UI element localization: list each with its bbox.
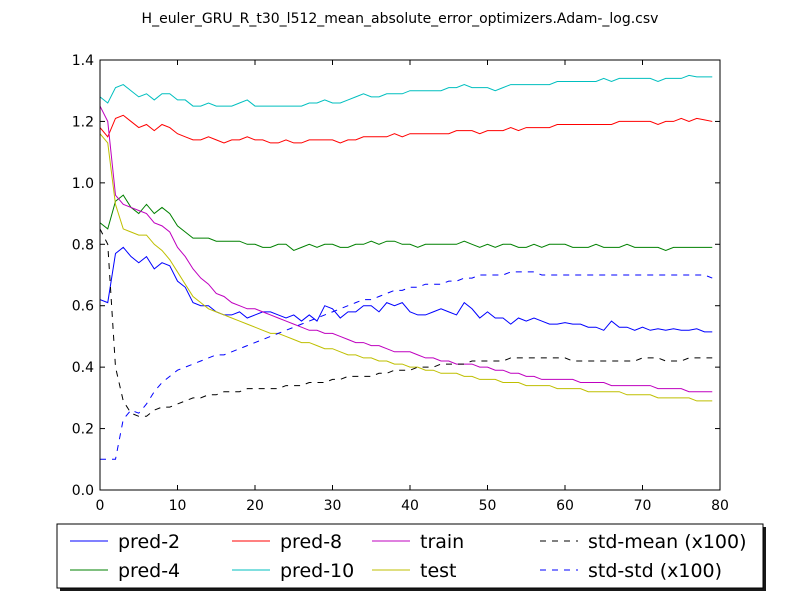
- x-tick-label: 60: [556, 498, 574, 514]
- legend-label: pred-10: [280, 560, 354, 582]
- series-line-pred-8: [100, 114, 713, 144]
- legend-label: std-std (x100): [588, 560, 722, 582]
- y-tick-label: 1.0: [72, 176, 94, 192]
- series-line-train: [100, 105, 713, 393]
- x-tick-label: 30: [324, 498, 342, 514]
- y-tick-label: 0.2: [72, 422, 94, 438]
- x-tick-label: 80: [711, 498, 729, 514]
- series-layer: [100, 74, 713, 460]
- y-tick-label: 1.4: [72, 53, 94, 69]
- plot-area: 0 10 20 30 40 50 60 70 80 0.0 0.2 0.4 0.6 0.8 1.0 1.2 1.…: [72, 53, 729, 514]
- series-line-pred-10: [100, 74, 713, 107]
- tick-layer: 0 10 20 30 40 50 60 70 80 0.0 0.2 0.4 0.6 0.8 1.0 1.2 1.…: [72, 53, 729, 514]
- legend-label: test: [420, 560, 457, 582]
- y-tick-label: 0.6: [72, 299, 94, 315]
- x-tick-label: 50: [479, 498, 497, 514]
- legend-label: pred-8: [280, 531, 342, 553]
- series-line-std-mean-x100: [100, 228, 713, 417]
- legend-box: [56, 523, 764, 589]
- legend-items: pred-2 pred-4 pred-8 pred-10 train test std-me…: [70, 531, 747, 582]
- legend-label: train: [420, 531, 464, 553]
- legend-label: pred-4: [118, 560, 180, 582]
- x-tick-label: 70: [634, 498, 652, 514]
- legend-label: pred-2: [118, 531, 180, 553]
- y-tick-label: 0.0: [72, 483, 94, 499]
- x-tick-label: 40: [401, 498, 419, 514]
- chart-title: H_euler_GRU_R_t30_l512_mean_absolute_err…: [142, 11, 659, 27]
- legend: pred-2 pred-4 pred-8 pred-10 train test std-me…: [56, 523, 766, 591]
- series-line-std-std-x100: [100, 271, 713, 460]
- series-line-pred-2: [100, 246, 713, 333]
- y-tick-label: 1.2: [72, 114, 94, 130]
- y-tick-label: 0.8: [72, 237, 94, 253]
- x-tick-label: 0: [96, 498, 105, 514]
- series-line-test: [100, 133, 713, 402]
- x-tick-label: 10: [169, 498, 187, 514]
- x-tick-label: 20: [246, 498, 264, 514]
- legend-label: std-mean (x100): [588, 531, 747, 553]
- series-line-pred-4: [100, 194, 713, 252]
- y-tick-label: 0.4: [72, 360, 94, 376]
